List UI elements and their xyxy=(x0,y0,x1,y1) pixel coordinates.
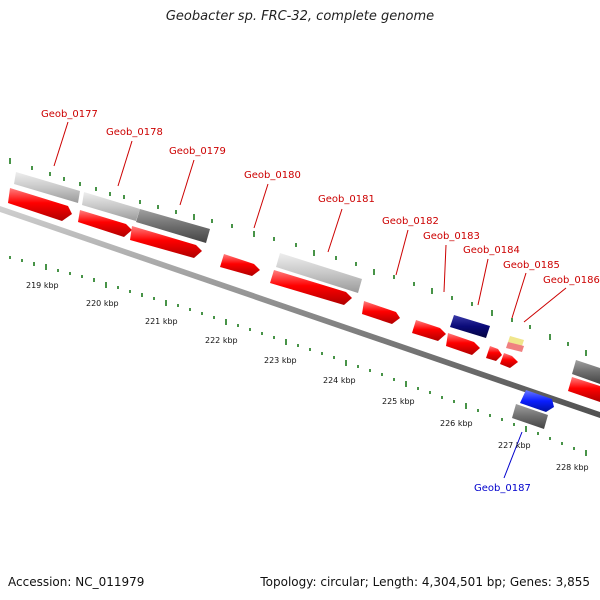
cds-geob-0178-arrow[interactable] xyxy=(78,210,132,237)
feature-light-grey-1[interactable] xyxy=(14,172,80,203)
cds-geob-0182-arrow[interactable] xyxy=(362,301,400,324)
cds-geob-0185-arrow[interactable] xyxy=(486,346,502,361)
gene-label-geob-0183[interactable]: Geob_0183 xyxy=(423,231,480,242)
feature-light-grey-2[interactable] xyxy=(82,192,140,221)
scale-ring xyxy=(9,256,587,456)
gene-label-geob-0182[interactable]: Geob_0182 xyxy=(382,216,439,227)
feature-pink[interactable] xyxy=(506,342,524,352)
label-leaders xyxy=(53,121,567,479)
outer-dotted-ring xyxy=(9,158,587,356)
scale-label: 223 kbp xyxy=(264,356,297,365)
scale-label: 227 kbp xyxy=(498,441,531,450)
gene-label-geob-0178[interactable]: Geob_0178 xyxy=(106,127,163,138)
genome-summary-text: Topology: circular; Length: 4,304,501 bp… xyxy=(260,575,590,589)
genome-title: Geobacter sp. FRC-32, complete genome xyxy=(165,9,435,24)
scale-label: 219 kbp xyxy=(26,281,59,290)
gene-label-geob-0184[interactable]: Geob_0184 xyxy=(463,245,520,256)
other-features xyxy=(14,172,600,429)
scale-label: 222 kbp xyxy=(205,336,238,345)
scale-label: 225 kbp xyxy=(382,397,415,406)
cds-geob-0180-arrow[interactable] xyxy=(220,254,260,276)
gene-label-geob-0177[interactable]: Geob_0177 xyxy=(41,109,98,120)
cds-geob-0177-arrow[interactable] xyxy=(8,188,72,221)
cds-geob-0181-arrow[interactable] xyxy=(270,270,352,305)
cds-geob-0184-arrow[interactable] xyxy=(446,333,480,355)
genome-backbone xyxy=(0,206,600,418)
scale-label: 221 kbp xyxy=(145,317,178,326)
gene-label-geob-0187[interactable]: Geob_0187 xyxy=(474,483,531,494)
scale-labels: 219 kbp 220 kbp 221 kbp 222 kbp 223 kbp … xyxy=(26,281,589,472)
cds-geob-0187-arrow[interactable] xyxy=(520,390,554,412)
cds-geob-0179-arrow[interactable] xyxy=(130,226,202,258)
cds-right-edge-arrow[interactable] xyxy=(568,377,600,402)
accession-text: Accession: NC_011979 xyxy=(8,575,145,589)
feature-navy[interactable] xyxy=(450,315,490,338)
cds-geob-0183-arrow[interactable] xyxy=(412,320,446,341)
gene-label-geob-0180[interactable]: Geob_0180 xyxy=(244,170,301,181)
feature-light-grey-3[interactable] xyxy=(276,253,362,293)
feature-dark-grey-1[interactable] xyxy=(136,209,210,243)
gene-labels: Geob_0177 Geob_0178 Geob_0179 Geob_0180 … xyxy=(41,109,600,494)
gene-label-geob-0186[interactable]: Geob_0186 xyxy=(543,275,600,286)
scale-label: 226 kbp xyxy=(440,419,473,428)
cds-geob-0186-arrow[interactable] xyxy=(500,353,518,368)
scale-label: 224 kbp xyxy=(323,376,356,385)
forward-cds-features xyxy=(8,188,600,402)
feature-dark-grey-right[interactable] xyxy=(572,360,600,384)
gene-label-geob-0181[interactable]: Geob_0181 xyxy=(318,194,375,205)
gene-label-geob-0179[interactable]: Geob_0179 xyxy=(169,146,226,157)
feature-dark-grey-2[interactable] xyxy=(512,404,548,429)
scale-label: 228 kbp xyxy=(556,463,589,472)
gene-label-geob-0185[interactable]: Geob_0185 xyxy=(503,260,560,271)
feature-yellow[interactable] xyxy=(508,336,524,346)
scale-label: 220 kbp xyxy=(86,299,119,308)
